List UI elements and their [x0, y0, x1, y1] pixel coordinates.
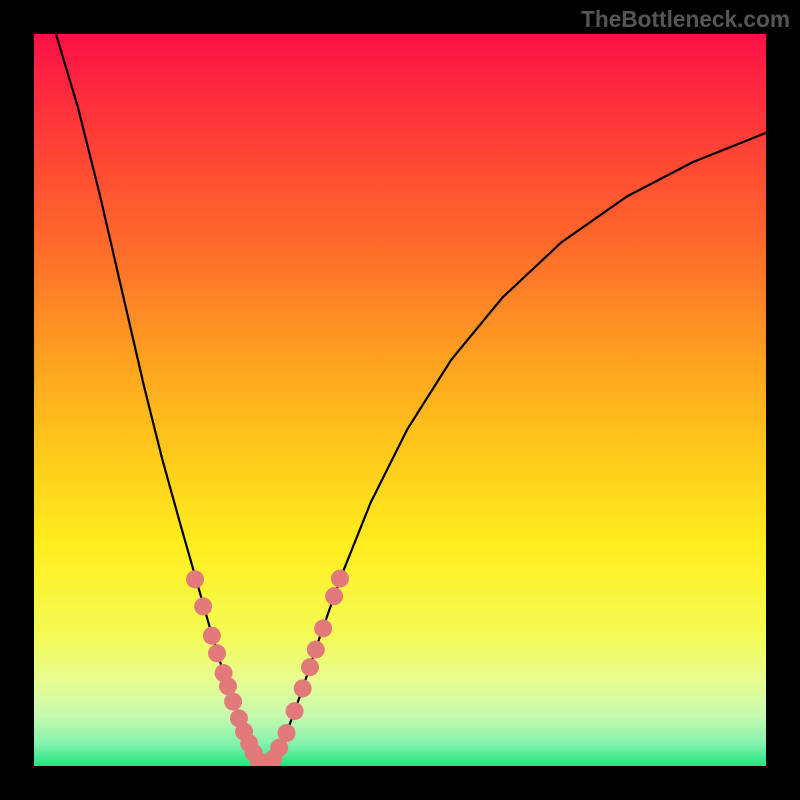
data-marker — [219, 677, 237, 695]
data-marker — [186, 570, 204, 588]
data-marker — [301, 658, 319, 676]
data-marker — [331, 570, 349, 588]
data-marker — [224, 693, 242, 711]
bottleneck-chart — [0, 0, 800, 800]
chart-background — [34, 34, 766, 766]
data-marker — [194, 597, 212, 615]
data-marker — [325, 587, 343, 605]
data-marker — [307, 641, 325, 659]
data-marker — [208, 644, 226, 662]
data-marker — [286, 702, 304, 720]
data-marker — [278, 724, 296, 742]
data-marker — [294, 679, 312, 697]
data-marker — [203, 627, 221, 645]
data-marker — [314, 619, 332, 637]
